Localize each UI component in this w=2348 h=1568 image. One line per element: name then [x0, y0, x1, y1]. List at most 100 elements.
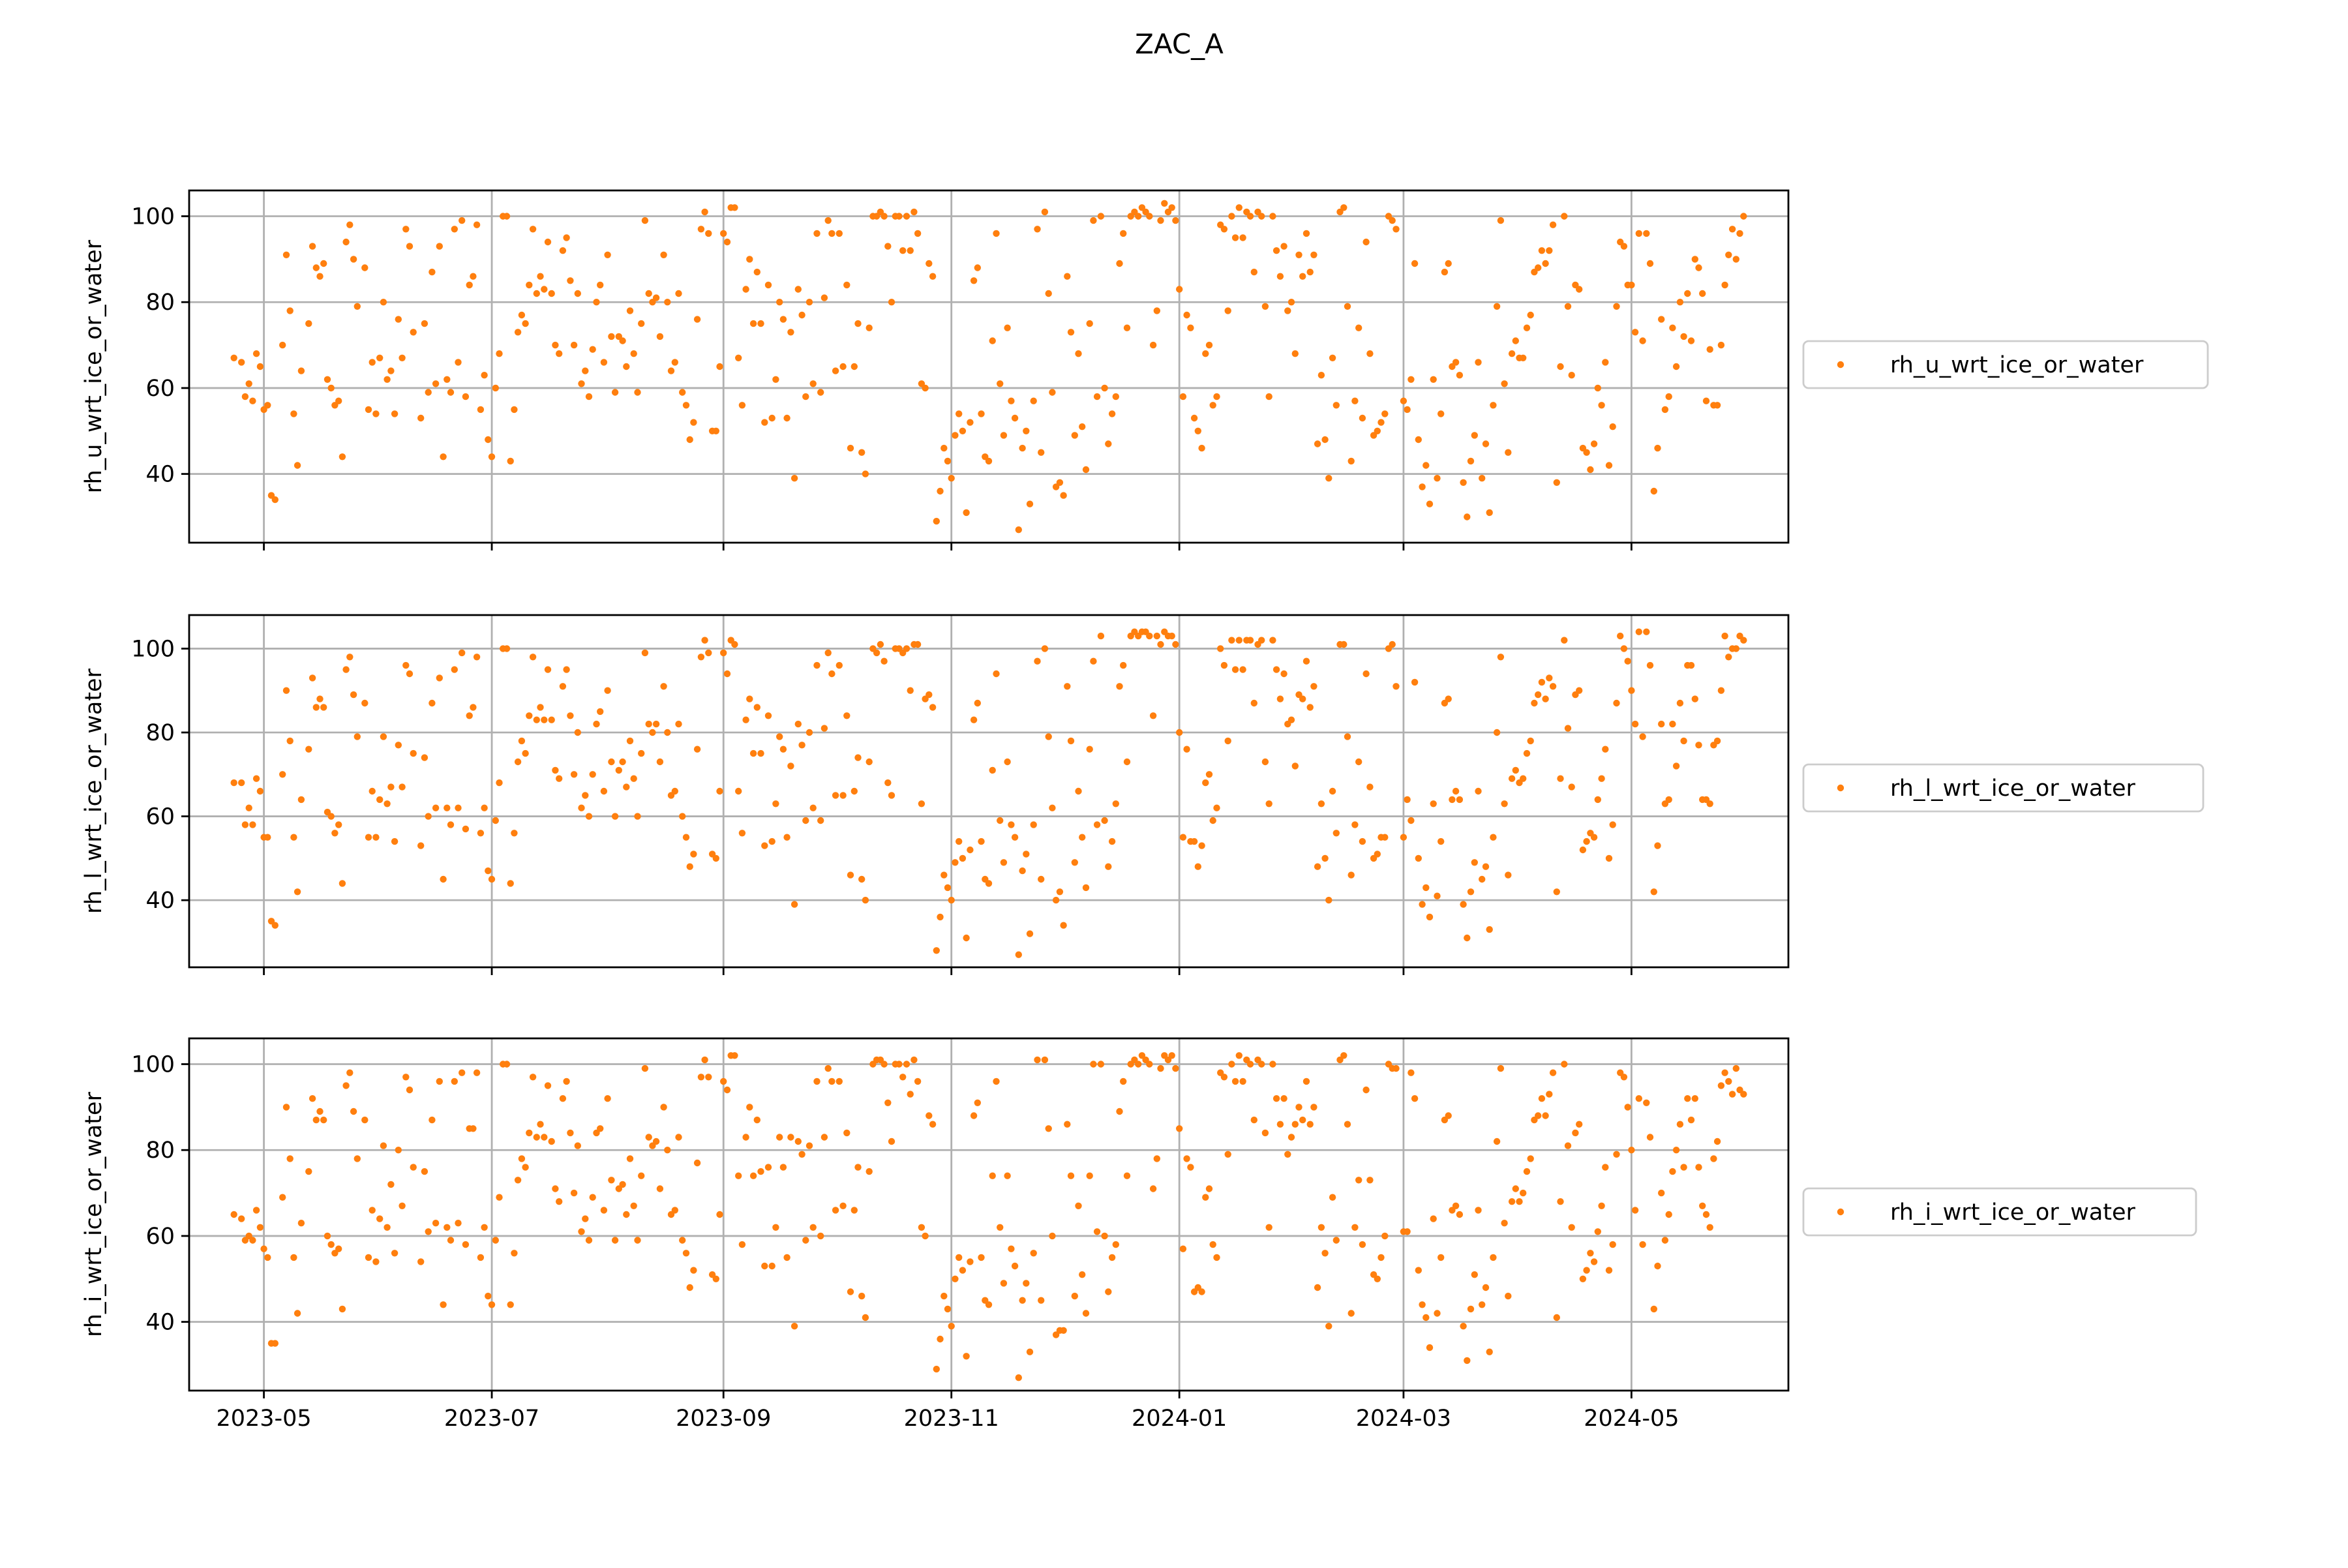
data-point: [455, 1220, 462, 1227]
data-point: [264, 402, 271, 409]
data-point: [1583, 1267, 1590, 1274]
data-point: [1702, 1211, 1710, 1218]
data-point: [563, 1078, 570, 1085]
data-point: [914, 230, 922, 237]
data-point: [1038, 1297, 1045, 1304]
data-point: [256, 363, 264, 370]
data-point: [1183, 311, 1190, 319]
data-point: [888, 299, 896, 306]
data-point: [802, 393, 809, 400]
data-point: [1620, 645, 1628, 652]
data-point: [1228, 1061, 1235, 1068]
data-point: [1090, 657, 1097, 665]
y-tick-label: 80: [145, 1138, 175, 1164]
data-point: [854, 754, 862, 761]
data-point: [1576, 687, 1583, 694]
data-point: [1179, 393, 1187, 400]
data-point: [918, 1224, 926, 1231]
data-point: [1381, 834, 1389, 841]
data-point: [604, 687, 611, 694]
data-point: [1280, 670, 1287, 678]
data-point: [664, 1147, 671, 1154]
data-point: [324, 1232, 331, 1240]
data-point: [1535, 1112, 1542, 1119]
data-point: [477, 406, 485, 414]
data-point: [282, 1104, 290, 1111]
data-point: [578, 804, 585, 811]
data-point: [1332, 402, 1340, 409]
data-point: [1658, 1189, 1665, 1197]
data-point: [1725, 654, 1732, 661]
data-point: [1004, 1172, 1011, 1179]
data-point: [372, 410, 380, 417]
legend: rh_u_wrt_ice_or_water: [1802, 340, 2209, 389]
data-point: [880, 213, 888, 220]
data-point: [862, 1314, 869, 1321]
data-point: [1299, 273, 1306, 280]
data-point: [1359, 1241, 1366, 1248]
data-point: [1179, 834, 1187, 841]
data-point: [735, 787, 742, 795]
data-point: [1112, 800, 1120, 807]
data-point: [1639, 337, 1646, 344]
data-point: [753, 1116, 761, 1124]
data-point: [1000, 432, 1008, 439]
data-point: [1624, 657, 1631, 665]
data-point: [1605, 462, 1613, 469]
data-point: [1460, 479, 1467, 486]
data-point: [447, 821, 455, 828]
data-point: [1194, 427, 1202, 434]
data-point: [432, 804, 440, 811]
data-point: [712, 1275, 720, 1283]
data-point: [1157, 641, 1164, 648]
data-point: [1516, 1198, 1523, 1205]
data-point: [1265, 393, 1272, 400]
data-point: [1650, 888, 1657, 896]
data-point: [282, 251, 290, 258]
data-point: [380, 733, 387, 740]
data-point: [1049, 804, 1056, 811]
data-point: [1265, 1224, 1272, 1231]
scatter-series: [230, 1052, 1747, 1381]
data-point: [1075, 350, 1082, 357]
legend-box: [1802, 340, 2209, 389]
data-point: [761, 419, 768, 426]
data-point: [832, 1207, 839, 1214]
data-point: [1486, 1348, 1493, 1355]
data-point: [805, 729, 813, 736]
data-point: [1355, 324, 1362, 331]
data-point: [492, 817, 499, 824]
data-point: [556, 1198, 563, 1205]
data-point: [828, 1078, 835, 1085]
data-point: [256, 1224, 264, 1231]
data-point: [455, 804, 462, 811]
data-point: [1717, 687, 1725, 694]
data-point: [907, 687, 914, 694]
data-point: [660, 1104, 667, 1111]
data-point: [1224, 737, 1231, 745]
data-point: [1713, 737, 1721, 745]
data-point: [997, 817, 1004, 824]
data-point: [380, 299, 387, 306]
data-point: [1355, 758, 1362, 766]
data-point: [548, 716, 555, 723]
data-point: [944, 1305, 952, 1313]
data-point: [899, 247, 907, 254]
data-point: [1434, 892, 1441, 899]
data-point: [1680, 1164, 1687, 1171]
data-point: [839, 1202, 847, 1210]
data-point: [1497, 1064, 1505, 1072]
data-point: [1291, 762, 1299, 770]
data-point: [1587, 1250, 1594, 1257]
data-point: [1561, 637, 1568, 644]
data-point: [690, 419, 697, 426]
data-point: [1687, 1116, 1695, 1124]
data-point: [1486, 509, 1493, 517]
data-point: [1407, 1069, 1415, 1076]
data-point: [634, 813, 641, 820]
data-point: [903, 645, 911, 652]
data-point: [828, 670, 835, 678]
data-point: [1527, 1155, 1534, 1162]
data-point: [877, 641, 884, 648]
data-point: [783, 1254, 790, 1261]
